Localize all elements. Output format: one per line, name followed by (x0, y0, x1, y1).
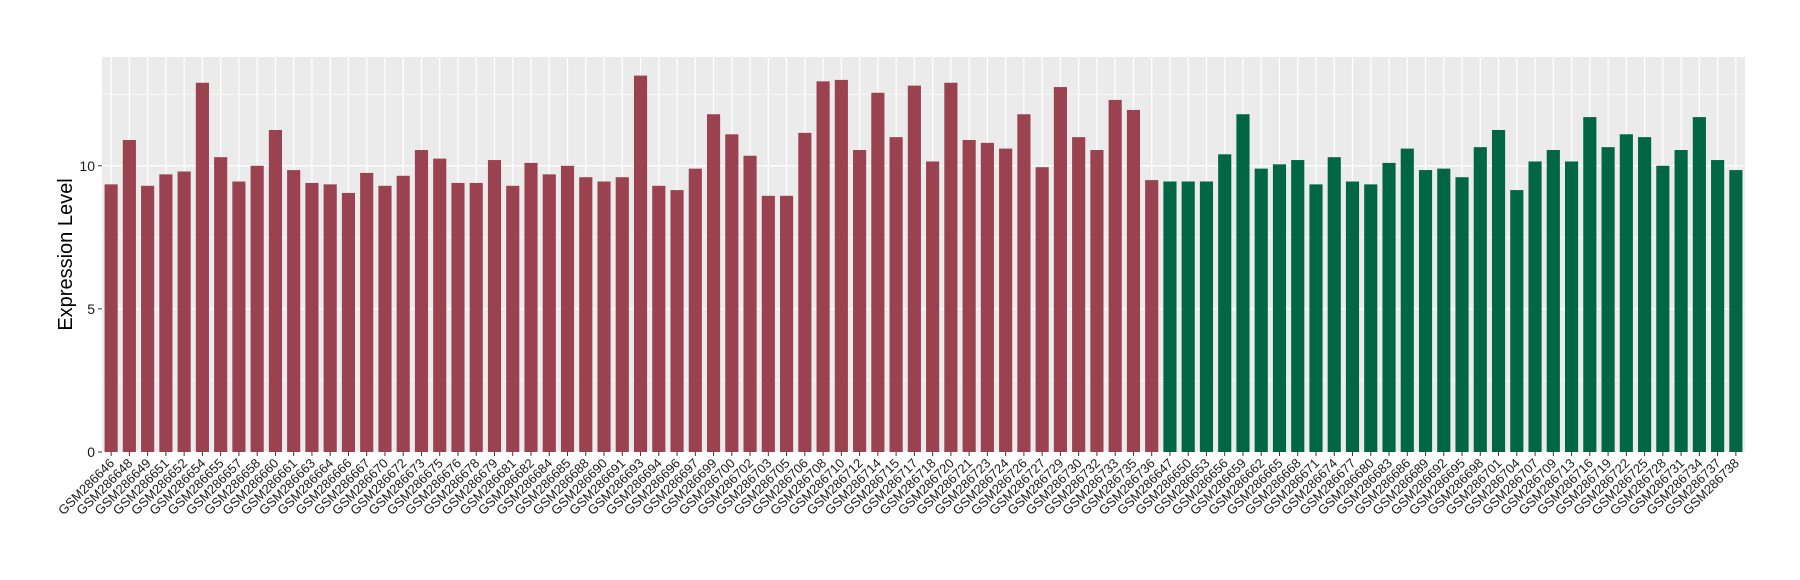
bar-GSM286716 (1583, 117, 1597, 452)
bar-GSM286718 (926, 161, 940, 452)
bar-GSM286717 (907, 85, 921, 452)
y-axis: 0 5 10 (79, 158, 102, 460)
bar-GSM286657 (232, 181, 246, 452)
bar-GSM286663 (305, 182, 319, 453)
bar-GSM286684 (542, 174, 556, 452)
y-axis-title: Expression Level (55, 178, 77, 330)
bar-GSM286647 (1163, 181, 1177, 452)
bar-GSM286681 (506, 185, 520, 452)
bar-GSM286660 (268, 129, 282, 452)
bar-GSM286713 (1565, 161, 1579, 452)
bar-GSM286726 (1017, 114, 1031, 453)
bar-GSM286727 (1035, 167, 1049, 452)
bar-GSM286723 (980, 142, 994, 452)
y-tick-label: 0 (87, 444, 95, 460)
bar-GSM286712 (853, 150, 867, 452)
bar-GSM286705 (780, 195, 794, 453)
bar-GSM286700 (725, 134, 739, 453)
bar-GSM286719 (1601, 147, 1615, 453)
bar-GSM286706 (798, 132, 812, 453)
bar-GSM286702 (743, 155, 757, 452)
bar-GSM286658 (250, 165, 264, 452)
bar-GSM286695 (1455, 177, 1469, 452)
bar-GSM286665 (1272, 164, 1287, 452)
bar-GSM286662 (1254, 168, 1268, 452)
bar-GSM286656 (1218, 154, 1232, 452)
bar-GSM286671 (1309, 184, 1323, 453)
bar-GSM286646 (104, 184, 118, 453)
bar-GSM286734 (1692, 117, 1706, 452)
bar-GSM286682 (524, 162, 538, 452)
bar-GSM286680 (1364, 184, 1378, 453)
bar-GSM286670 (378, 185, 392, 452)
y-tick-label: 5 (87, 301, 95, 317)
bar-GSM286694 (652, 185, 666, 452)
bar-GSM286677 (1345, 181, 1360, 452)
bar-GSM286725 (1638, 137, 1652, 452)
bar-GSM286703 (761, 195, 775, 453)
bar-GSM286683 (1382, 162, 1396, 452)
bar-GSM286708 (816, 81, 830, 452)
bar-GSM286730 (1072, 137, 1086, 452)
bar-GSM286701 (1491, 129, 1506, 452)
bar-GSM286738 (1729, 170, 1743, 453)
bar-GSM286678 (469, 182, 483, 453)
bar-GSM286724 (999, 148, 1013, 452)
bar-GSM286696 (670, 190, 684, 452)
bar-GSM286690 (597, 181, 611, 452)
bar-GSM286699 (706, 114, 721, 453)
bar-GSM286666 (341, 192, 356, 452)
bar-GSM286732 (1090, 150, 1104, 452)
bar-GSM286689 (1418, 170, 1433, 453)
bar-GSM286698 (1473, 147, 1487, 453)
plot-panel (102, 57, 1745, 452)
bar-GSM286693 (633, 75, 648, 452)
bar-GSM286675 (433, 158, 447, 453)
bar-GSM286704 (1510, 190, 1524, 452)
y-tick-label: 10 (79, 158, 95, 174)
bar-GSM286735 (1126, 109, 1141, 453)
x-axis: GSM286646GSM286648GSM286649GSM286651GSM2… (55, 452, 1742, 518)
bar-GSM286733 (1108, 99, 1122, 452)
bars (104, 75, 1743, 453)
bar-GSM286697 (688, 168, 702, 452)
bar-GSM286707 (1528, 161, 1542, 452)
bar-GSM286672 (396, 175, 410, 452)
bar-GSM286691 (615, 177, 629, 452)
bar-GSM286655 (214, 157, 228, 452)
bar-GSM286653 (1199, 181, 1214, 452)
bar-GSM286721 (962, 140, 976, 452)
bar-GSM286736 (1145, 180, 1159, 452)
bar-GSM286650 (1181, 181, 1195, 452)
bar-GSM286667 (360, 172, 374, 452)
bar-GSM286737 (1711, 160, 1725, 453)
bar-GSM286659 (1236, 114, 1250, 453)
bar-GSM286673 (414, 150, 429, 452)
bar-GSM286729 (1053, 87, 1067, 452)
bar-GSM286651 (159, 174, 173, 452)
bar-GSM286720 (944, 82, 958, 453)
bar-GSM286676 (451, 182, 465, 453)
bar-GSM286652 (177, 171, 191, 453)
bar-GSM286649 (141, 185, 155, 452)
bar-GSM286679 (487, 160, 502, 453)
bar-GSM286668 (1291, 160, 1305, 453)
bar-GSM286664 (323, 184, 337, 453)
bar-GSM286714 (871, 92, 885, 452)
bar-GSM286648 (122, 140, 136, 452)
bar-GSM286692 (1437, 168, 1451, 452)
bar-GSM286688 (579, 177, 593, 452)
bar-GSM286654 (195, 82, 209, 453)
bar-GSM286709 (1546, 150, 1560, 452)
bar-GSM286674 (1327, 157, 1341, 452)
bar-GSM286731 (1674, 150, 1688, 452)
bar-GSM286722 (1619, 134, 1633, 453)
bar-GSM286661 (287, 170, 301, 453)
bar-GSM286686 (1400, 148, 1414, 452)
bar-GSM286710 (834, 79, 848, 452)
bar-GSM286728 (1656, 165, 1670, 452)
bar-GSM286715 (889, 137, 903, 452)
bar-GSM286685 (560, 165, 575, 452)
